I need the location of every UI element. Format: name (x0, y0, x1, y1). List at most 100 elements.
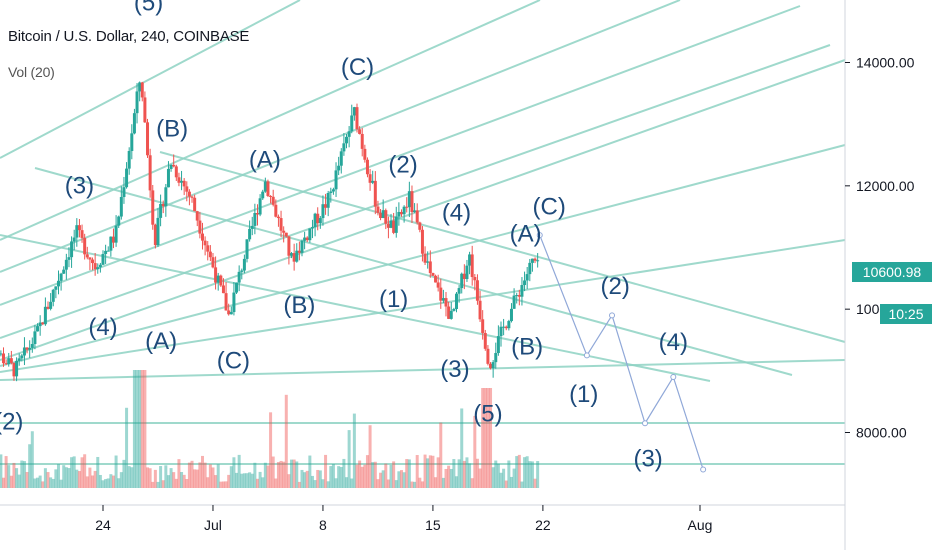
volume-bar (334, 478, 338, 488)
volume-bar (342, 458, 346, 488)
volume-bar (345, 477, 349, 488)
volume-bar (329, 466, 333, 488)
volume-bar (83, 454, 87, 488)
trendline (0, 0, 541, 241)
volume-bar (224, 481, 228, 488)
candle-body (434, 275, 438, 283)
candle-body (216, 275, 220, 283)
candle-body (169, 164, 173, 169)
candle-body (515, 295, 519, 297)
volume-bar (161, 480, 165, 488)
volume-bar (17, 474, 21, 488)
volume-bar (232, 457, 236, 488)
volume-bar (172, 472, 176, 488)
candle-body (261, 191, 265, 199)
volume-bar (59, 479, 63, 488)
volume-bar (389, 464, 393, 488)
trendlines (0, 0, 846, 465)
volume-bar (475, 458, 479, 488)
volume-bars (0, 370, 540, 488)
time-tick-label: 15 (425, 517, 441, 533)
candle-body (486, 348, 490, 364)
candle-body (164, 187, 168, 207)
candle-body (245, 239, 249, 259)
volume-bar (38, 475, 42, 488)
volume-bar (460, 408, 464, 488)
candle-body (253, 213, 257, 226)
symbol-title: Bitcoin / U.S. Dollar, 240, COINBASE (8, 28, 250, 45)
candle-body (106, 250, 110, 252)
candle-body (148, 155, 152, 191)
candle-body (481, 319, 485, 333)
volume-bar (402, 472, 406, 488)
price-tick-label: 12000.00 (856, 178, 915, 194)
candle-body (248, 228, 252, 240)
volume-bar (454, 476, 458, 488)
volume-bar (255, 478, 259, 488)
volume-bar (376, 479, 380, 488)
volume-bar (470, 478, 474, 488)
volume-bar (41, 481, 45, 488)
candle-body (439, 287, 443, 301)
volume-bar (465, 457, 469, 488)
volume-bar (284, 394, 288, 488)
wave-label: (4) (659, 329, 688, 356)
volume-bar (290, 459, 294, 488)
volume-bar (452, 459, 456, 488)
candle-body (316, 213, 320, 224)
volume-bar (300, 469, 304, 488)
candle-body (237, 271, 241, 283)
volume-bar (528, 461, 532, 488)
wave-label: (2) (388, 151, 417, 178)
volume-bar (386, 479, 390, 488)
volume-bar (156, 481, 160, 488)
wave-label: (4) (442, 200, 471, 227)
candle-body (358, 129, 362, 134)
candle-body (386, 223, 390, 228)
volume-indicator-label[interactable]: Vol (20) (8, 64, 55, 80)
candle-body (295, 250, 299, 262)
volume-bar (397, 471, 401, 488)
projection-point (642, 420, 649, 427)
wave-label: (C) (341, 54, 374, 81)
candle-body (447, 306, 451, 319)
volume-bar (140, 370, 144, 488)
volume-bar (368, 425, 372, 488)
time-axis: 24 Jul 8 15 22 Aug (95, 505, 712, 533)
volume-bar (489, 388, 493, 488)
volume-bar (130, 467, 134, 488)
volume-bar (274, 478, 278, 488)
projection-point (609, 312, 616, 319)
volume-bar (517, 454, 521, 488)
candle-body (12, 362, 16, 377)
volume-bar (462, 460, 466, 488)
candle-body (313, 213, 317, 228)
volume-bar (15, 468, 19, 488)
price-tick-label: 14000.00 (856, 55, 915, 71)
candle-body (426, 261, 430, 263)
candle-body (206, 245, 210, 252)
projection-path (539, 234, 704, 470)
candle-body (371, 180, 375, 183)
volume-bar (67, 468, 71, 488)
candle-body (98, 264, 102, 268)
candle-body (22, 347, 26, 356)
candle-body (119, 197, 123, 217)
volume-bar (56, 464, 60, 488)
volume-bar (245, 473, 249, 488)
candle-body (507, 321, 511, 329)
candle-body (229, 312, 233, 315)
volume-bar (20, 460, 24, 488)
candle-body (15, 360, 19, 377)
volume-bar (169, 468, 173, 488)
volume-bar (478, 468, 482, 488)
candle-body (208, 251, 212, 258)
volume-bar (122, 459, 126, 488)
volume-bar (190, 460, 194, 488)
candle-body (274, 204, 278, 217)
candle-body (517, 295, 521, 297)
volume-bar (418, 477, 422, 488)
candle-body (420, 229, 424, 254)
trendline (0, 0, 301, 159)
